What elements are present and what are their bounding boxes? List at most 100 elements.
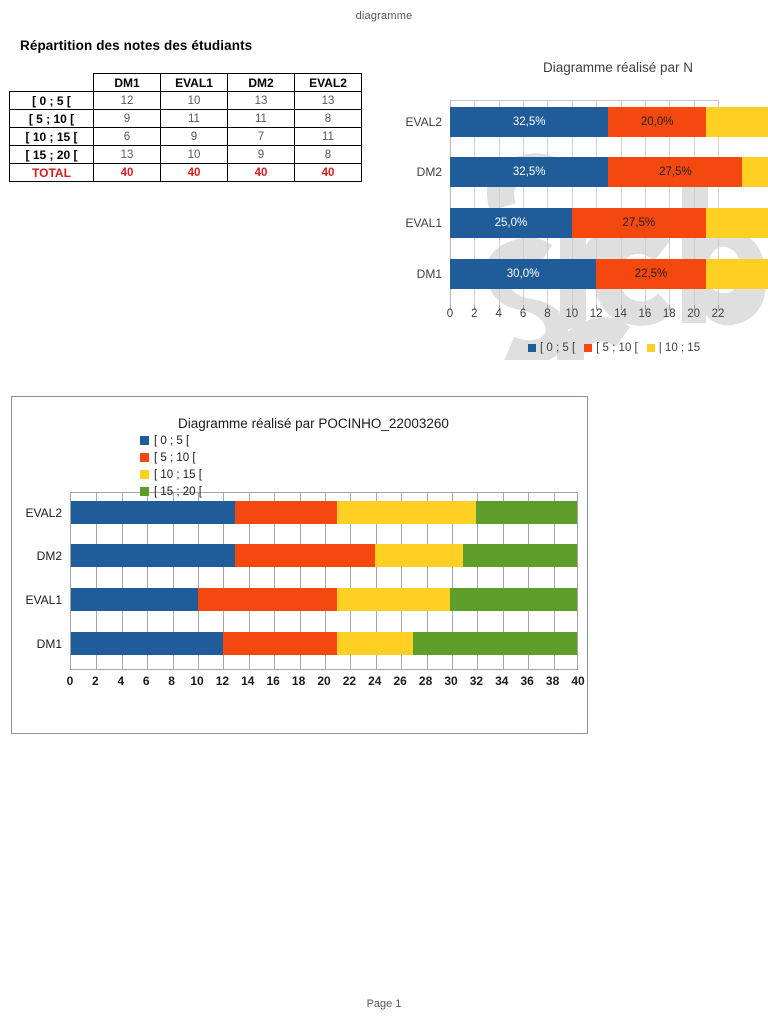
cell-total-eval2: 40 (294, 163, 362, 182)
x-tick-label: 14 (614, 308, 627, 320)
column-header-eval1: EVAL1 (160, 73, 228, 92)
x-tick-label: 10 (565, 308, 579, 320)
segment-eval1-5-10 (197, 588, 337, 611)
notes-table-container: DM1 EVAL1 DM2 EVAL2 [ 0 ; 5 [ 12 10 13 1… (9, 73, 362, 182)
cell-5-10-dm2: 11 (227, 109, 295, 128)
gridline (523, 100, 525, 305)
x-tick-label: 24 (368, 674, 382, 688)
stacked-bar-eval2 (71, 501, 577, 524)
stacked-bar-eval1 (71, 588, 577, 611)
segment-eval1-15-20 (450, 588, 577, 611)
x-tick-label: 40 (571, 674, 585, 688)
tick-mark (693, 305, 695, 310)
tick-mark (620, 305, 622, 310)
segment-eval1-10-15 (705, 208, 768, 238)
segment-dm2-15-20 (463, 544, 577, 567)
bar-group-eval2: EVAL2 32,5% 20,0% (406, 107, 768, 137)
cell-total-dm1: 40 (93, 163, 161, 182)
gridline (274, 493, 276, 669)
gridline (502, 493, 504, 669)
legend-item-10-15: | 10 ; 15 (646, 342, 700, 354)
tick-mark (450, 305, 451, 310)
legend-item-10-15: [ 10 ; 15 [ (140, 466, 202, 483)
segment-dm2-0-5 (71, 544, 236, 567)
x-tick-label: 20 (317, 674, 331, 688)
tick-mark (474, 305, 476, 310)
gridline (474, 100, 476, 305)
segment-dm1-0-5: 30,0% (450, 259, 597, 289)
tick-mark (644, 305, 646, 310)
stacked-bar-dm1: 30,0% 22,5% (450, 259, 768, 289)
legend-swatch-icon (140, 453, 149, 462)
segment-dm2-5-10: 27,5% (608, 157, 743, 187)
segment-dm1-5-10 (222, 632, 337, 655)
gridline (693, 100, 695, 305)
column-header-eval2: EVAL2 (294, 73, 362, 92)
chart-top-plot-area: EVAL2 32,5% 20,0% DM2 32,5% 27,5% EVAL1 … (406, 100, 768, 310)
x-tick-label: 6 (519, 308, 527, 320)
chart-top-x-axis-labels: 0 2 4 6 8 10 12 14 16 18 20 22 (447, 308, 725, 324)
x-tick-label: 12 (215, 674, 230, 688)
gridline (121, 493, 123, 669)
legend-item-0-5: [ 0 ; 5 [ (140, 432, 202, 449)
cell-15-20-eval1: 10 (160, 145, 228, 164)
cell-0-5-dm1: 12 (93, 91, 161, 110)
x-tick-label: 22 (711, 308, 725, 320)
gridline (571, 100, 573, 305)
bar-group-dm1: DM1 30,0% 22,5% (417, 259, 768, 289)
legend-label-0-5: [ 0 ; 5 [ (154, 434, 190, 447)
cell-10-15-dm2: 7 (227, 127, 295, 146)
cell-10-15-eval1: 9 (160, 127, 228, 146)
row-header-10-15: [ 10 ; 15 [ (9, 127, 94, 146)
x-tick-label: 36 (520, 674, 534, 688)
bar-group-eval1: EVAL1 25,0% 27,5% (406, 208, 768, 238)
x-tick-label: 12 (589, 308, 603, 320)
stacked-bar-eval1: 25,0% 27,5% (450, 208, 768, 238)
tick-mark (547, 305, 549, 310)
row-header-total: TOTAL (9, 163, 94, 182)
segment-eval2-0-5: 32,5% (450, 107, 609, 137)
x-tick-label: 16 (638, 308, 652, 320)
table-row: [ 10 ; 15 [ 6 9 7 11 (9, 127, 362, 146)
table-total-row: TOTAL 40 40 40 40 (9, 163, 362, 182)
legend-swatch-icon (646, 344, 655, 352)
cell-0-5-dm2: 13 (227, 91, 295, 110)
segment-dm1-10-15 (336, 632, 413, 655)
segment-dm1-0-5 (71, 632, 223, 655)
bar-group-eval2: EVAL2 (26, 501, 577, 524)
x-tick-label: 34 (495, 674, 509, 688)
tick-mark (669, 305, 671, 310)
legend-label-15-20: [ 15 ; 20 [ (154, 485, 202, 498)
segment-eval2-0-5 (71, 501, 236, 524)
cell-10-15-eval2: 11 (294, 127, 362, 146)
chart-bottom-legend: [ 0 ; 5 [ [ 5 ; 10 [ [ 10 ; 15 [ [ 15 ; … (140, 432, 202, 500)
segment-dm2-5-10 (235, 544, 375, 567)
tick-mark (718, 305, 719, 310)
gridline (477, 493, 479, 669)
chart-top-top-rule (450, 100, 718, 101)
gridline (350, 493, 352, 669)
x-tick-label: 18 (291, 674, 306, 688)
x-tick-label: 8 (168, 674, 175, 688)
page-title: Répartition des notes des étudiants (20, 38, 253, 53)
x-tick-label: 18 (662, 308, 676, 320)
stacked-bar-dm1 (71, 632, 577, 655)
segment-eval1-0-5 (71, 588, 198, 611)
row-header-0-5: [ 0 ; 5 [ (9, 91, 94, 110)
x-tick-label: 26 (393, 674, 407, 688)
legend-item-5-10: [ 5 ; 10 [ (584, 342, 638, 354)
legend-swatch-icon (140, 436, 149, 445)
gridline (375, 493, 377, 669)
tick-mark (498, 305, 500, 310)
gridline (596, 100, 598, 305)
gridline (172, 493, 174, 669)
chart-bottom-title: Diagramme réalisé par POCINHO_22003260 (178, 416, 449, 431)
segment-eval1-0-5: 25,0% (450, 208, 572, 238)
x-tick-label: 4 (495, 308, 502, 320)
tick-mark (571, 305, 573, 310)
category-label-eval1: EVAL1 (25, 592, 62, 607)
gridline (718, 100, 719, 305)
category-label-eval2: EVAL2 (25, 505, 62, 520)
segment-eval2-10-15 (705, 107, 768, 137)
gridline (452, 493, 453, 669)
